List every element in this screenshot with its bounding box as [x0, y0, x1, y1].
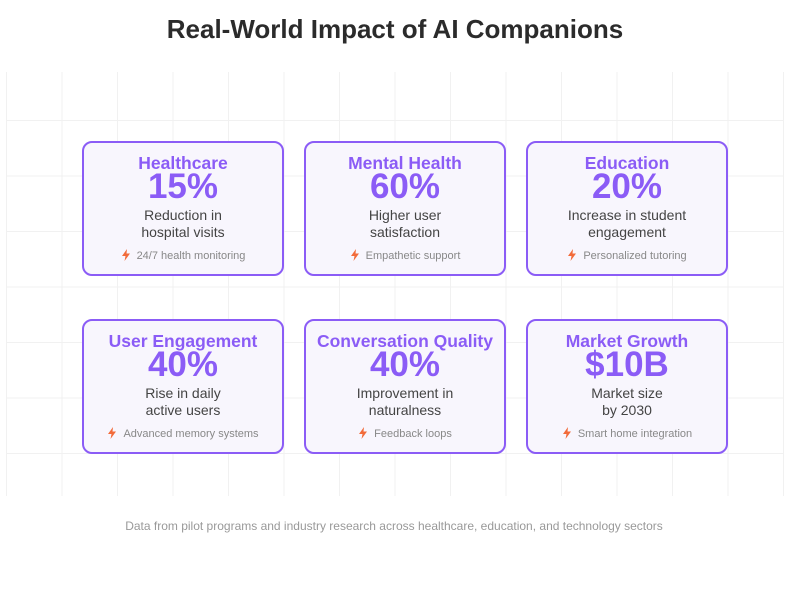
card-title: Education	[584, 153, 670, 173]
card-value: 60%	[369, 167, 441, 206]
lightning-bolt-icon	[350, 249, 359, 261]
card-value: $10B	[585, 345, 669, 384]
card-description-line: active users	[145, 402, 221, 418]
lightning-bolt-icon	[359, 427, 368, 439]
metric-card-healthcare: Healthcare 15% Reduction in hospital vis…	[82, 141, 284, 276]
card-description-line: Improvement in	[356, 385, 454, 401]
card-title: Conversation Quality	[316, 331, 493, 351]
metric-card-user-engagement: User Engagement 40% Rise in daily active…	[82, 319, 284, 454]
page-title: Real-World Impact of AI Companions	[166, 14, 624, 44]
card-description: Market size by 2030	[538, 385, 716, 419]
card-note: Empathetic support	[306, 249, 504, 262]
card-description: Improvement in naturalness	[316, 385, 494, 419]
card-title: Healthcare	[138, 153, 228, 173]
card-title: Market Growth	[565, 331, 689, 351]
card-description-line: Rise in daily	[145, 385, 221, 401]
card-note-text: Smart home integration	[577, 428, 693, 440]
lightning-bolt-icon	[568, 249, 577, 261]
card-note-text: Personalized tutoring	[583, 250, 687, 262]
card-description-line: Market size	[591, 385, 663, 401]
metric-card-mental-health: Mental Health 60% Higher user satisfacti…	[304, 141, 506, 276]
card-description-line: Reduction in	[144, 207, 222, 223]
card-description: Reduction in hospital visits	[94, 207, 272, 241]
metric-card-education: Education 20% Increase in student engage…	[526, 141, 728, 276]
card-note: Advanced memory systems	[84, 427, 282, 440]
card-note-text: Advanced memory systems	[123, 428, 259, 440]
card-value: 40%	[147, 345, 219, 384]
lightning-bolt-icon	[121, 249, 130, 261]
card-note-text: 24/7 health monitoring	[136, 250, 246, 262]
card-description-line: hospital visits	[141, 224, 225, 240]
card-description-line: satisfaction	[369, 224, 441, 240]
card-title: User Engagement	[108, 331, 258, 351]
card-description-line: naturalness	[368, 402, 442, 418]
card-description: Higher user satisfaction	[316, 207, 494, 241]
card-title: Mental Health	[348, 153, 462, 173]
card-note: Personalized tutoring	[528, 249, 726, 262]
card-value: 40%	[369, 345, 441, 384]
card-note-text: Feedback loops	[374, 428, 452, 440]
metric-card-conversation-quality: Conversation Quality 40% Improvement in …	[304, 319, 506, 454]
lightning-bolt-icon	[562, 427, 571, 439]
metric-card-market-growth: Market Growth $10B Market size by 2030 S…	[526, 319, 728, 454]
lightning-bolt-icon	[108, 427, 117, 439]
card-description-line: by 2030	[602, 402, 652, 418]
card-description-line: engagement	[588, 224, 666, 240]
card-description: Rise in daily active users	[94, 385, 272, 419]
card-note: 24/7 health monitoring	[84, 249, 282, 262]
card-note-text: Empathetic support	[365, 250, 461, 262]
card-description: Increase in student engagement	[538, 207, 716, 241]
footer-note: Data from pilot programs and industry re…	[125, 519, 663, 533]
card-description-line: Increase in student	[567, 207, 687, 223]
card-note: Smart home integration	[528, 427, 726, 440]
card-note: Feedback loops	[306, 427, 504, 440]
card-value: 15%	[147, 167, 219, 206]
card-value: 20%	[591, 167, 663, 206]
card-description-line: Higher user	[368, 207, 442, 223]
